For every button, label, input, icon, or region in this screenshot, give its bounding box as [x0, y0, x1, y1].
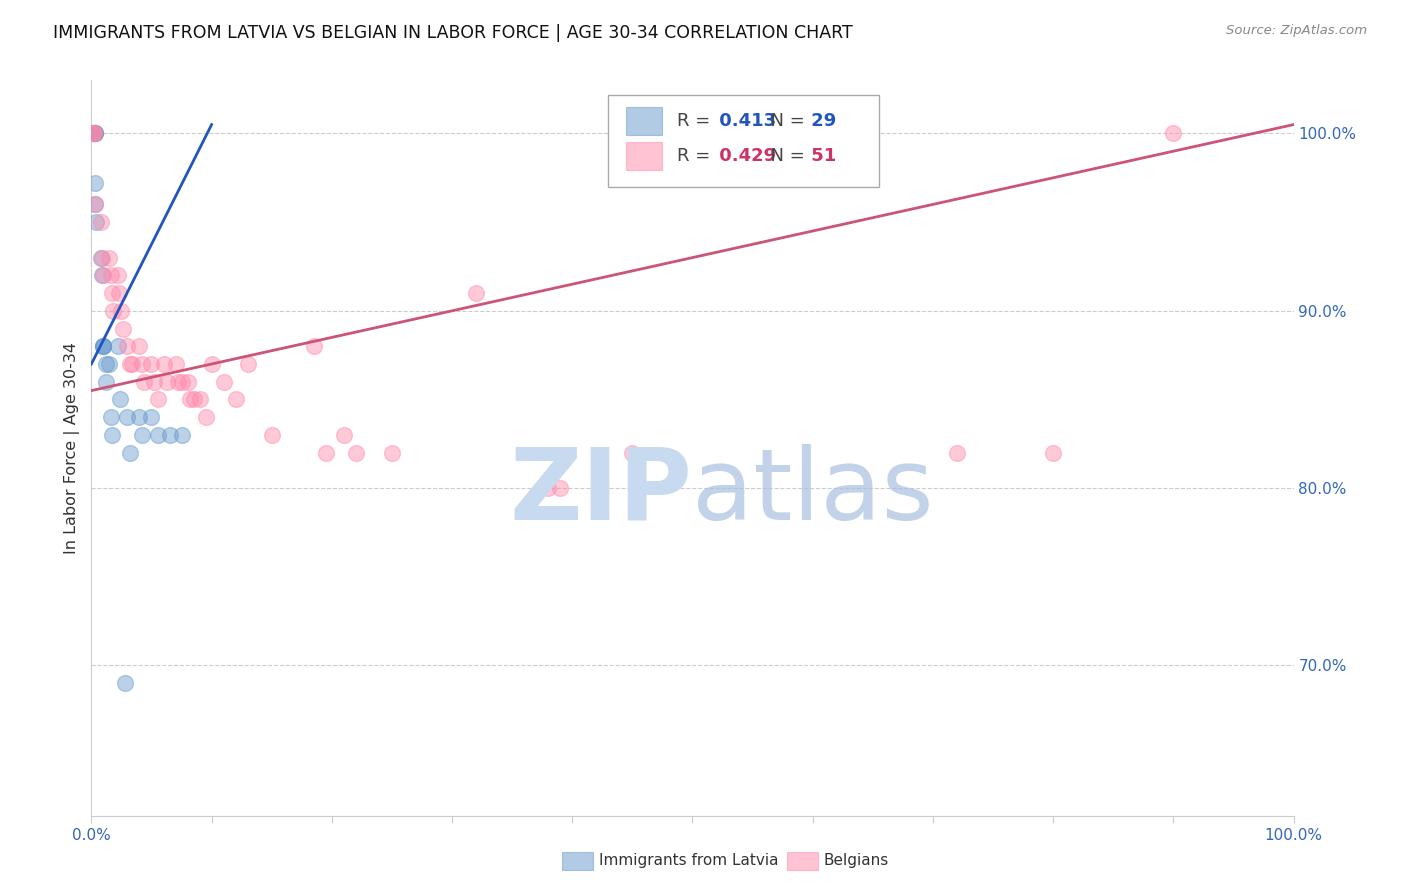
- Point: [94, 375, 117, 389]
- Point: [98, 251, 121, 265]
- Point: [110, 303, 132, 318]
- Point: [188, 392, 211, 407]
- Text: 29: 29: [806, 112, 837, 129]
- Point: [118, 357, 141, 371]
- Point: [107, 268, 129, 283]
- Point: [170, 428, 193, 442]
- Point: [83, 127, 105, 141]
- Text: 0.413: 0.413: [713, 112, 776, 129]
- Point: [93, 339, 115, 353]
- Text: Immigrants from Latvia: Immigrants from Latvia: [599, 854, 779, 868]
- Point: [236, 357, 259, 371]
- Point: [946, 445, 969, 459]
- Point: [91, 268, 114, 283]
- Point: [84, 176, 107, 190]
- Point: [141, 410, 163, 425]
- Point: [93, 339, 115, 353]
- Point: [1042, 445, 1064, 459]
- Point: [84, 127, 107, 141]
- Point: [183, 392, 205, 407]
- Point: [117, 339, 139, 353]
- Point: [170, 375, 193, 389]
- Point: [141, 357, 163, 371]
- Point: [94, 357, 117, 371]
- Point: [131, 357, 153, 371]
- Point: [84, 127, 107, 141]
- Point: [167, 375, 190, 389]
- Point: [194, 410, 217, 425]
- Text: R =: R =: [676, 112, 716, 129]
- Text: N =: N =: [759, 112, 810, 129]
- Point: [101, 286, 124, 301]
- Point: [101, 303, 124, 318]
- Text: IMMIGRANTS FROM LATVIA VS BELGIAN IN LABOR FORCE | AGE 30-34 CORRELATION CHART: IMMIGRANTS FROM LATVIA VS BELGIAN IN LAB…: [53, 24, 853, 42]
- Text: Belgians: Belgians: [824, 854, 889, 868]
- Point: [100, 268, 122, 283]
- Point: [212, 375, 235, 389]
- Point: [90, 251, 112, 265]
- Bar: [626, 107, 662, 135]
- Point: [108, 286, 131, 301]
- FancyBboxPatch shape: [609, 95, 879, 187]
- Point: [225, 392, 247, 407]
- Point: [121, 357, 143, 371]
- Point: [117, 410, 139, 425]
- Point: [179, 392, 201, 407]
- Point: [465, 286, 488, 301]
- Point: [156, 375, 179, 389]
- Text: 51: 51: [806, 147, 837, 165]
- Point: [146, 428, 169, 442]
- Point: [621, 445, 644, 459]
- Point: [1161, 127, 1184, 141]
- Point: [110, 392, 132, 407]
- Point: [90, 215, 112, 229]
- Point: [302, 339, 325, 353]
- Point: [548, 481, 571, 495]
- Point: [83, 127, 105, 141]
- Point: [98, 357, 121, 371]
- Text: ZIP: ZIP: [509, 444, 692, 541]
- Text: N =: N =: [759, 147, 810, 165]
- Point: [176, 375, 198, 389]
- Text: atlas: atlas: [692, 444, 934, 541]
- Text: Source: ZipAtlas.com: Source: ZipAtlas.com: [1226, 24, 1367, 37]
- Point: [84, 197, 107, 211]
- Point: [134, 375, 156, 389]
- Point: [101, 428, 124, 442]
- Point: [333, 428, 356, 442]
- Point: [93, 268, 115, 283]
- Point: [84, 197, 107, 211]
- Point: [128, 339, 150, 353]
- Text: R =: R =: [676, 147, 716, 165]
- Point: [84, 127, 107, 141]
- Point: [159, 428, 181, 442]
- Point: [111, 321, 134, 335]
- Point: [83, 127, 105, 141]
- Point: [165, 357, 187, 371]
- Point: [84, 215, 107, 229]
- Point: [152, 357, 174, 371]
- Point: [114, 676, 136, 690]
- Bar: [626, 142, 662, 170]
- Point: [131, 428, 153, 442]
- Point: [118, 445, 141, 459]
- Y-axis label: In Labor Force | Age 30-34: In Labor Force | Age 30-34: [65, 343, 80, 554]
- Point: [93, 339, 115, 353]
- Point: [82, 127, 104, 141]
- Point: [537, 481, 560, 495]
- Point: [107, 339, 129, 353]
- Point: [146, 392, 169, 407]
- Point: [100, 410, 122, 425]
- Text: 0.429: 0.429: [713, 147, 776, 165]
- Point: [201, 357, 224, 371]
- Point: [142, 375, 165, 389]
- Point: [91, 251, 114, 265]
- Point: [315, 445, 337, 459]
- Point: [344, 445, 367, 459]
- Point: [128, 410, 150, 425]
- Point: [260, 428, 283, 442]
- Point: [83, 127, 105, 141]
- Point: [381, 445, 404, 459]
